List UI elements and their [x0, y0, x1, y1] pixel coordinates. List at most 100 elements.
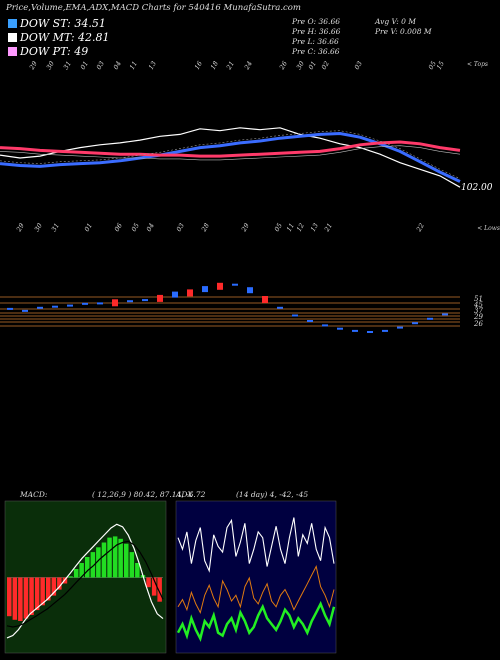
top-date-label: 03	[95, 60, 106, 71]
volume-level-label: 37	[474, 307, 483, 315]
macd-histogram-bar	[146, 577, 151, 588]
low-date-label: 06	[113, 222, 124, 233]
pre-open: Pre O: 36.66	[292, 17, 340, 26]
macd-chart	[6, 523, 164, 639]
volume-marker-dash	[367, 331, 373, 333]
volume-marker-dash	[352, 329, 358, 332]
dow-pt-swatch	[8, 47, 17, 56]
macd-histogram-bar	[34, 577, 40, 611]
macd-histogram-bar	[79, 563, 84, 578]
macd-histogram-bar	[157, 577, 162, 602]
low-date-label: 04	[145, 222, 156, 233]
volume-marker-dash	[322, 324, 328, 327]
macd-histogram-bar	[12, 577, 18, 620]
low-date-label: 11	[285, 222, 296, 233]
macd-histogram-bar	[135, 563, 140, 578]
dow-st-swatch	[8, 19, 17, 28]
price-aux-line-1	[0, 145, 461, 161]
volume-marker-dash	[97, 302, 103, 305]
adx-di-minus-line	[177, 565, 335, 614]
macd-histogram-bar	[29, 577, 34, 615]
price-level-label: 102.00	[461, 183, 493, 193]
macd-signal-line	[6, 540, 164, 628]
volume-marker-dash	[82, 302, 88, 305]
price-series-line-2	[0, 140, 461, 158]
macd-histogram-bar	[151, 577, 157, 596]
dow-st-label: DOW ST: 34.51	[20, 17, 106, 30]
dow-pt-label: DOW PT: 49	[20, 45, 89, 58]
volume-level-label: 26	[473, 320, 483, 328]
macd-histogram-bar	[118, 538, 123, 578]
price-series-line-0	[0, 127, 461, 188]
volume-level-label: 45	[473, 301, 483, 309]
volume-marker-dash	[277, 306, 283, 309]
volume-markers	[7, 282, 448, 333]
low-date-label: 05	[130, 222, 141, 233]
adx-di-plus-line	[176, 600, 336, 642]
macd-histogram-bar	[68, 576, 73, 578]
volume-marker-red	[157, 294, 163, 302]
volume-marker-dash	[142, 299, 148, 302]
pre-low: Pre L: 36.66	[292, 37, 339, 46]
top-date-label: 26	[277, 60, 289, 72]
low-date-label: 13	[309, 222, 320, 233]
macd-histogram-bar	[23, 577, 29, 619]
dow-short-term: DOW ST: 34.51	[8, 17, 106, 30]
low-date-label: 29	[239, 222, 251, 234]
volume-marker-blue	[172, 291, 178, 298]
volume-marker-red	[217, 282, 223, 290]
volume-marker-dash	[37, 306, 43, 309]
top-date-label: 30	[45, 60, 56, 71]
macd-histogram-bar	[85, 557, 90, 578]
volume-marker-dash	[127, 300, 133, 303]
top-date-label: 31	[62, 60, 73, 71]
volume-marker-dash	[52, 305, 58, 308]
top-date-label: 11	[128, 60, 139, 71]
volume-marker-dash	[22, 309, 28, 312]
volume-marker-dash	[427, 317, 433, 320]
adx-title: ADX	[176, 490, 193, 499]
macd-histogram-bar	[57, 577, 62, 590]
volume-marker-dash	[7, 307, 13, 310]
volume-marker-dash	[382, 329, 388, 332]
low-date-label: 01	[83, 222, 94, 233]
top-date-label: 05	[427, 60, 438, 71]
volume-marker-dash	[307, 320, 313, 322]
low-date-label: 28	[199, 222, 211, 234]
top-date-label: 24	[242, 60, 254, 72]
volume-marker-dash	[442, 313, 448, 316]
volume-level-label: 51	[474, 295, 483, 303]
top-date-label: 29	[27, 60, 39, 72]
price-series-line-1	[0, 131, 461, 183]
chart-header-title: Price,Volume,EMA,ADX,MACD Charts for 540…	[6, 3, 301, 13]
dow-primary-term: DOW PT: 49	[8, 45, 88, 58]
price-aux-line-2	[0, 130, 461, 179]
low-date-label: 22	[414, 222, 426, 234]
top-date-label: 04	[112, 60, 123, 71]
macd-histogram-bar	[46, 577, 51, 601]
low-date-label: 31	[50, 222, 61, 233]
top-date-label: 02	[320, 60, 331, 71]
volume-marker-dash	[412, 322, 418, 325]
dow-mt-label: DOW MT: 42.81	[20, 31, 110, 44]
macd-histogram-bar	[7, 577, 12, 617]
macd-title: MACD:	[20, 490, 48, 499]
top-date-label: 16	[193, 60, 204, 71]
low-date-label: 03	[175, 222, 186, 233]
macd-histogram-bar	[101, 542, 107, 578]
volume-marker-blue	[247, 287, 253, 294]
macd-histogram-bar	[40, 577, 45, 606]
dow-mid-term: DOW MT: 42.81	[8, 31, 110, 44]
macd-histogram-bar	[124, 543, 129, 578]
volume-marker-dash	[292, 314, 298, 317]
macd-histogram-bar	[90, 552, 96, 578]
macd-histogram-bar	[107, 537, 112, 578]
macd-histogram-bar	[96, 547, 101, 578]
macd-params: ( 12,26,9 ) 80.42, 87.14, -6.72	[92, 490, 206, 499]
low-date-label: 05	[273, 222, 284, 233]
volume-marker-red	[187, 289, 193, 297]
top-date-label: 18	[209, 60, 220, 71]
